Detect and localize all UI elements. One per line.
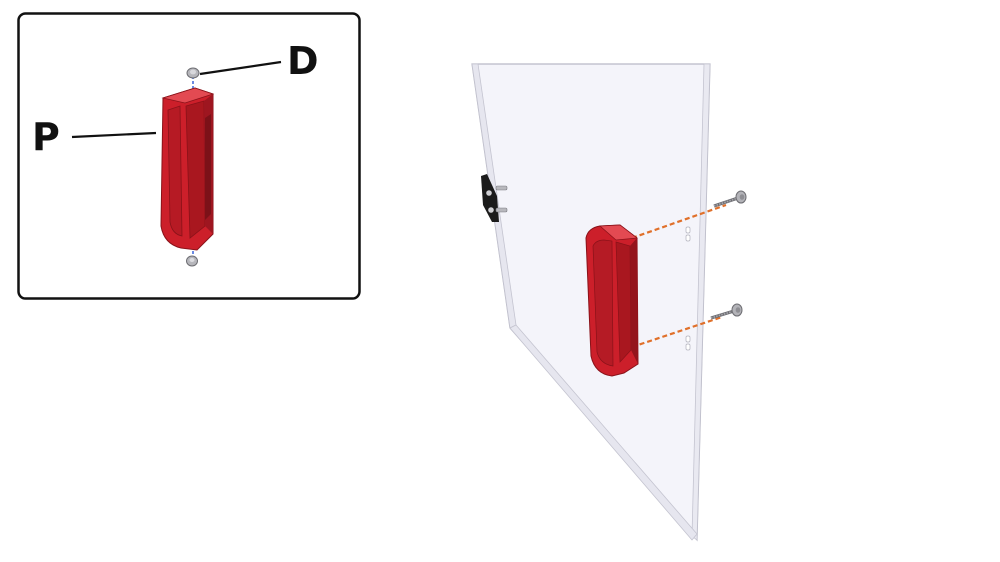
guide-line-top (631, 203, 727, 240)
bolt-icon-top (186, 67, 200, 79)
label-d: D (287, 39, 319, 83)
leader-line-p (71, 131, 157, 139)
bolt-part-d-top (713, 190, 747, 208)
bolt-part-d-bottom (710, 303, 743, 320)
handle-part-p (585, 224, 639, 377)
panel-holes (685, 226, 691, 351)
nut-icon-bottom (186, 255, 198, 267)
label-p: P (32, 115, 60, 159)
latch-bracket-icon (481, 174, 508, 222)
leader-line-d (199, 60, 282, 76)
handle-part-p-icon (160, 87, 215, 251)
